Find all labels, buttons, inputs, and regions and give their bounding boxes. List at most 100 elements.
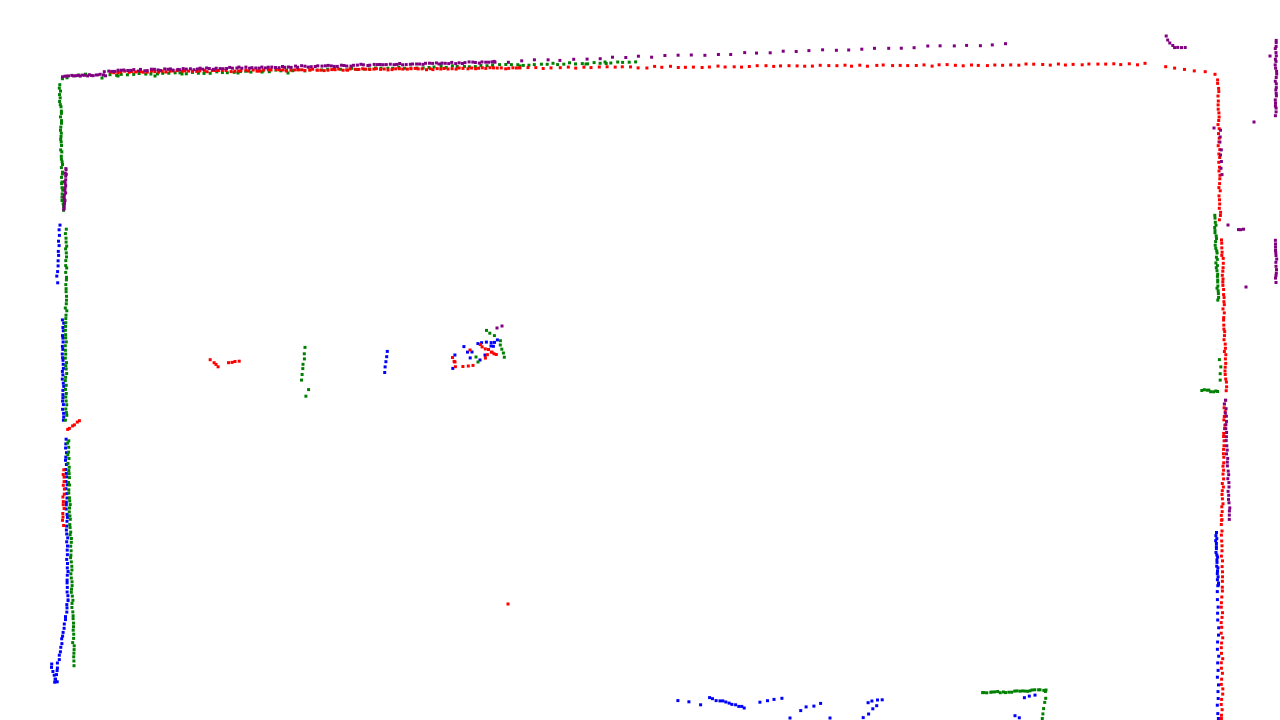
scan-point xyxy=(1218,182,1222,186)
scan-point xyxy=(64,383,68,387)
scan-point xyxy=(461,365,465,368)
scan-point xyxy=(473,65,477,69)
scan-point xyxy=(64,174,68,178)
scan-point xyxy=(332,64,336,68)
scan-point xyxy=(1220,510,1224,514)
scan-point xyxy=(1219,666,1223,670)
scan-point xyxy=(1220,241,1224,245)
scan-point xyxy=(803,64,807,68)
scan-point xyxy=(1219,646,1223,650)
scan-point xyxy=(1212,126,1216,130)
scan-point xyxy=(239,69,243,73)
scan-point xyxy=(372,67,376,71)
scan-point xyxy=(521,63,525,67)
scan-point xyxy=(1214,545,1218,549)
scan-point xyxy=(64,458,67,462)
scan-point xyxy=(211,67,215,71)
scan-point xyxy=(585,57,589,61)
scan-point xyxy=(198,69,202,73)
scan-point xyxy=(1220,518,1224,522)
scan-point xyxy=(1213,216,1217,220)
scan-point xyxy=(205,66,209,70)
scan-point xyxy=(1056,62,1060,66)
scan-point xyxy=(799,709,803,713)
scan-point xyxy=(1216,697,1220,700)
scan-point xyxy=(1223,373,1227,376)
scan-point xyxy=(70,587,73,591)
scan-point xyxy=(64,336,68,340)
scan-point xyxy=(338,67,342,71)
scan-point xyxy=(1215,598,1219,602)
scan-point xyxy=(1224,427,1228,431)
scan-point xyxy=(1274,82,1278,86)
scan-point xyxy=(307,388,311,392)
scan-point xyxy=(1215,251,1219,255)
scan-point xyxy=(71,628,75,632)
scan-point xyxy=(1200,389,1204,392)
scan-point xyxy=(1274,76,1278,79)
scan-point xyxy=(477,66,481,70)
scan-point xyxy=(1220,238,1223,242)
scan-point xyxy=(1222,338,1226,342)
scan-point xyxy=(266,65,270,69)
scan-point xyxy=(1216,555,1220,559)
scan-point xyxy=(1216,717,1220,720)
scan-point xyxy=(60,150,64,154)
scan-point xyxy=(724,700,728,704)
series-layer xyxy=(50,34,1279,720)
scan-point xyxy=(277,66,281,70)
scan-point xyxy=(526,66,530,70)
scan-point xyxy=(65,451,68,455)
scan-point xyxy=(1274,273,1278,277)
scan-point xyxy=(207,67,211,70)
scan-point xyxy=(1244,285,1248,289)
scan-point xyxy=(1219,605,1223,609)
scan-point xyxy=(1213,220,1217,224)
scan-point xyxy=(676,66,680,69)
scan-point xyxy=(57,658,61,662)
scan-point xyxy=(1216,144,1220,148)
scan-point xyxy=(65,603,69,607)
scan-point xyxy=(274,66,277,69)
scan-point xyxy=(965,43,969,47)
scan-point xyxy=(1017,716,1021,720)
scan-point xyxy=(478,358,482,362)
scan-point xyxy=(1217,160,1221,164)
scan-point xyxy=(64,259,68,263)
scan-point xyxy=(740,704,744,708)
scan-point xyxy=(65,492,69,496)
scan-point xyxy=(352,63,355,67)
scan-point xyxy=(65,496,69,500)
scan-point xyxy=(858,63,862,67)
scan-point xyxy=(1219,601,1223,605)
scan-point xyxy=(876,698,879,702)
scan-point xyxy=(1219,160,1223,163)
scan-point xyxy=(67,450,71,454)
scan-point xyxy=(1164,34,1168,38)
scan-point xyxy=(116,74,120,78)
scan-point xyxy=(1043,690,1047,693)
scan-point xyxy=(89,73,93,77)
scan-point xyxy=(1038,688,1042,692)
scan-point xyxy=(1221,277,1225,281)
series-2 xyxy=(57,60,1223,720)
scan-point xyxy=(364,67,368,71)
scan-point xyxy=(160,69,164,73)
scan-point xyxy=(66,598,70,602)
scan-point xyxy=(225,71,229,75)
scan-point xyxy=(60,642,64,646)
scan-point xyxy=(63,344,67,348)
scan-point xyxy=(1214,246,1218,250)
scan-point xyxy=(556,63,560,67)
scan-point xyxy=(61,170,64,174)
scan-point xyxy=(129,68,133,72)
scan-point xyxy=(62,207,66,211)
scan-point xyxy=(476,360,480,364)
scan-point xyxy=(61,75,64,79)
scan-point xyxy=(61,356,65,360)
scan-point xyxy=(1215,537,1219,541)
scan-point xyxy=(349,64,353,68)
scan-point xyxy=(434,61,438,65)
scan-point xyxy=(388,62,392,66)
scan-point xyxy=(810,64,814,68)
